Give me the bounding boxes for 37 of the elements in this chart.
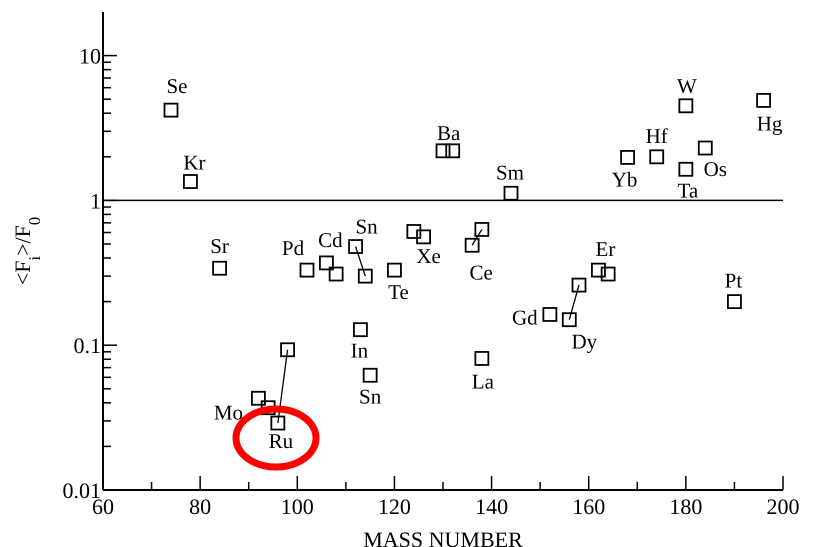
data-label: Pd <box>282 236 305 260</box>
x-axis-title: MASS NUMBER <box>363 527 524 547</box>
data-label: Gd <box>512 305 538 330</box>
data-label: Os <box>704 157 727 182</box>
x-tick-label: 140 <box>475 494 508 519</box>
y-tick-label: 0.1 <box>74 333 101 358</box>
x-tick-label: 200 <box>766 494 800 519</box>
data-label: Sn <box>359 384 382 408</box>
x-tick-label: 180 <box>669 494 702 519</box>
data-label: Sn <box>355 214 378 239</box>
data-label: Te <box>388 280 409 304</box>
data-label: Yb <box>612 167 638 192</box>
data-label: Cd <box>318 228 344 252</box>
data-label: Hf <box>646 124 668 148</box>
data-label: Ba <box>437 120 462 145</box>
y-tick-label: 10 <box>79 44 101 69</box>
data-label: Ta <box>678 178 699 202</box>
x-tick-label: 80 <box>189 494 212 519</box>
data-label: La <box>472 369 495 394</box>
data-label: Er <box>596 237 616 262</box>
data-label: Pt <box>724 268 742 293</box>
data-label: In <box>350 338 369 363</box>
data-label: Dy <box>571 330 598 354</box>
data-label: Sr <box>210 234 229 258</box>
data-label: W <box>676 74 697 98</box>
data-label: Xe <box>416 244 441 268</box>
data-label: Hg <box>756 111 783 136</box>
x-tick-label: 120 <box>378 494 411 519</box>
data-label: Ce <box>469 260 493 284</box>
data-label: Ru <box>268 429 294 454</box>
y-tick-label: 1 <box>90 188 101 214</box>
data-label: Se <box>166 74 188 98</box>
x-tick-label: 160 <box>572 494 606 519</box>
x-tick-label: 100 <box>280 494 314 519</box>
data-label: Kr <box>183 150 206 175</box>
data-label: Mo <box>214 400 244 424</box>
data-label: Sm <box>496 160 524 184</box>
